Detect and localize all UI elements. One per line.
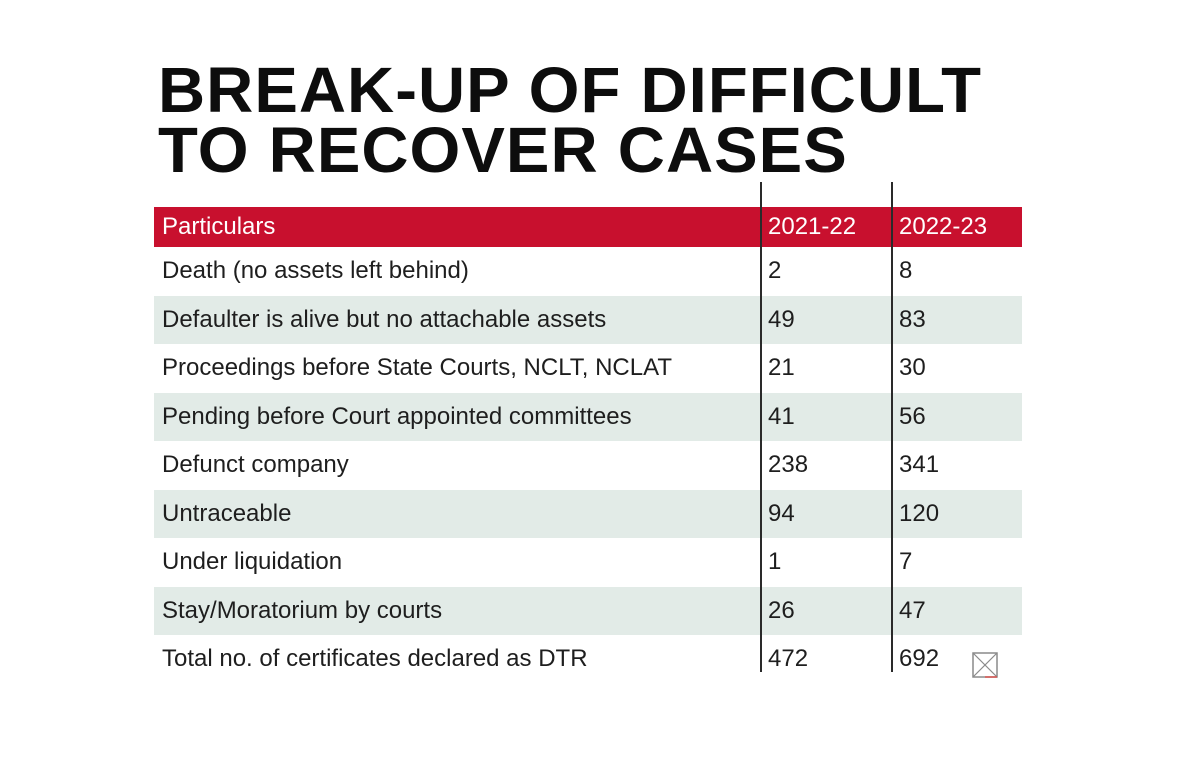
table-row-total: Total no. of certificates declared as DT… bbox=[154, 635, 1022, 684]
row-label: Untraceable bbox=[154, 489, 760, 538]
header-particulars: Particulars bbox=[154, 207, 760, 247]
value-2021-22: 41 bbox=[760, 392, 891, 441]
broken-image-icon bbox=[972, 652, 998, 678]
value-2021-22: 26 bbox=[760, 586, 891, 635]
table-row: Defaulter is alive but no attachable ass… bbox=[154, 295, 1022, 344]
value-2022-23: 341 bbox=[899, 451, 940, 479]
value-2021-22: 94 bbox=[760, 489, 891, 538]
value-2022-23: 83 bbox=[891, 295, 1022, 344]
value-2021-22: 21 bbox=[768, 354, 795, 382]
row-label: Defunct company bbox=[162, 451, 349, 479]
value-2021-22: 472 bbox=[768, 645, 809, 673]
table-header-row: Particulars 2021-22 2022-23 bbox=[154, 207, 1022, 247]
value-2022-23: 30 bbox=[899, 354, 926, 382]
header-year-2022-23: 2022-23 bbox=[891, 207, 1022, 247]
value-2022-23: 8 bbox=[899, 257, 913, 285]
table-row: Untraceable 94 120 bbox=[154, 489, 1022, 538]
data-table: Particulars 2021-22 2022-23 Death (no as… bbox=[154, 207, 1022, 684]
title-line-2: TO RECOVER CASES bbox=[158, 114, 848, 186]
table-row: Death (no assets left behind) 2 8 bbox=[154, 247, 1022, 296]
table-row: Pending before Court appointed committee… bbox=[154, 392, 1022, 441]
row-label: Under liquidation bbox=[162, 548, 343, 576]
title-line-1: BREAK-UP OF DIFFICULT bbox=[158, 54, 983, 126]
table-row: Stay/Moratorium by courts 26 47 bbox=[154, 586, 1022, 635]
row-label: Stay/Moratorium by courts bbox=[154, 586, 760, 635]
data-table-container: Particulars 2021-22 2022-23 Death (no as… bbox=[154, 207, 1022, 684]
value-2022-23: 47 bbox=[891, 586, 1022, 635]
value-2021-22: 49 bbox=[760, 295, 891, 344]
row-label: Defaulter is alive but no attachable ass… bbox=[154, 295, 760, 344]
value-2021-22: 1 bbox=[768, 548, 782, 576]
value-2021-22: 238 bbox=[768, 451, 809, 479]
table-row: Proceedings before State Courts, NCLT, N… bbox=[154, 344, 1022, 393]
row-label: Death (no assets left behind) bbox=[162, 257, 469, 285]
row-label: Proceedings before State Courts, NCLT, N… bbox=[162, 354, 672, 382]
column-divider-2 bbox=[891, 182, 893, 672]
value-2022-23: 56 bbox=[891, 392, 1022, 441]
page-title: BREAK-UP OF DIFFICULT TO RECOVER CASES bbox=[158, 58, 1076, 182]
row-label: Pending before Court appointed committee… bbox=[154, 392, 760, 441]
column-divider-1 bbox=[760, 182, 762, 672]
row-label: Total no. of certificates declared as DT… bbox=[162, 645, 588, 673]
value-2022-23: 120 bbox=[891, 489, 1022, 538]
table-row: Defunct company 238 341 bbox=[154, 441, 1022, 490]
value-2022-23: 7 bbox=[899, 548, 913, 576]
value-2022-23: 692 bbox=[899, 645, 940, 673]
table-row: Under liquidation 1 7 bbox=[154, 538, 1022, 587]
value-2021-22: 2 bbox=[768, 257, 782, 285]
header-year-2021-22: 2021-22 bbox=[760, 207, 891, 247]
